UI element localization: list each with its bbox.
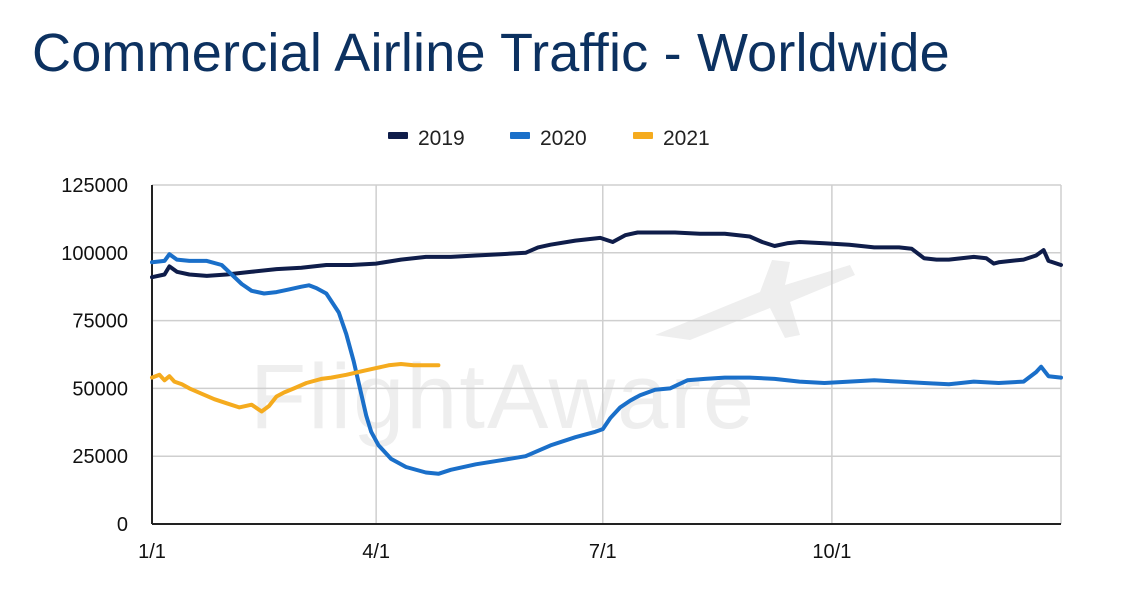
y-tick-label: 125000	[61, 175, 128, 197]
watermark-text: FlightAware	[250, 346, 756, 448]
x-tick-label: 1/1	[138, 541, 166, 563]
x-tick-label: 4/1	[362, 541, 390, 563]
legend[interactable]: 2019 2020 2021	[388, 127, 710, 150]
legend-item-2021[interactable]: 2021	[633, 127, 710, 150]
grid	[152, 184, 1062, 524]
series-line-2019	[150, 230, 1063, 280]
y-tick-label: 75000	[72, 311, 128, 333]
y-axis-ticks: 0 25000 50000 75000 100000 125000	[61, 175, 128, 536]
y-tick-label: 25000	[72, 446, 128, 468]
legend-swatch-2021	[633, 132, 653, 139]
series-lines	[150, 230, 1063, 476]
y-tick-label: 100000	[61, 243, 128, 265]
legend-label-2021: 2021	[663, 127, 710, 150]
chart-title: Commercial Airline Traffic - Worldwide	[32, 23, 950, 83]
y-tick-label: 50000	[72, 378, 128, 400]
plane-watermark-icon	[655, 260, 855, 340]
legend-label-2020: 2020	[540, 127, 587, 150]
flightaware-watermark: FlightAware	[250, 260, 855, 448]
legend-label-2019: 2019	[418, 127, 465, 150]
legend-item-2020[interactable]: 2020	[510, 127, 587, 150]
series-line-2021	[150, 362, 441, 414]
x-tick-label: 10/1	[812, 541, 851, 563]
y-tick-label: 0	[117, 514, 128, 536]
series-line-2020	[150, 252, 1063, 476]
axes	[151, 185, 1061, 525]
legend-swatch-2019	[388, 132, 408, 139]
legend-swatch-2020	[510, 132, 530, 139]
legend-item-2019[interactable]: 2019	[388, 127, 465, 150]
x-axis-ticks: 1/1 4/1 7/1 10/1	[138, 541, 851, 563]
x-tick-label: 7/1	[589, 541, 617, 563]
